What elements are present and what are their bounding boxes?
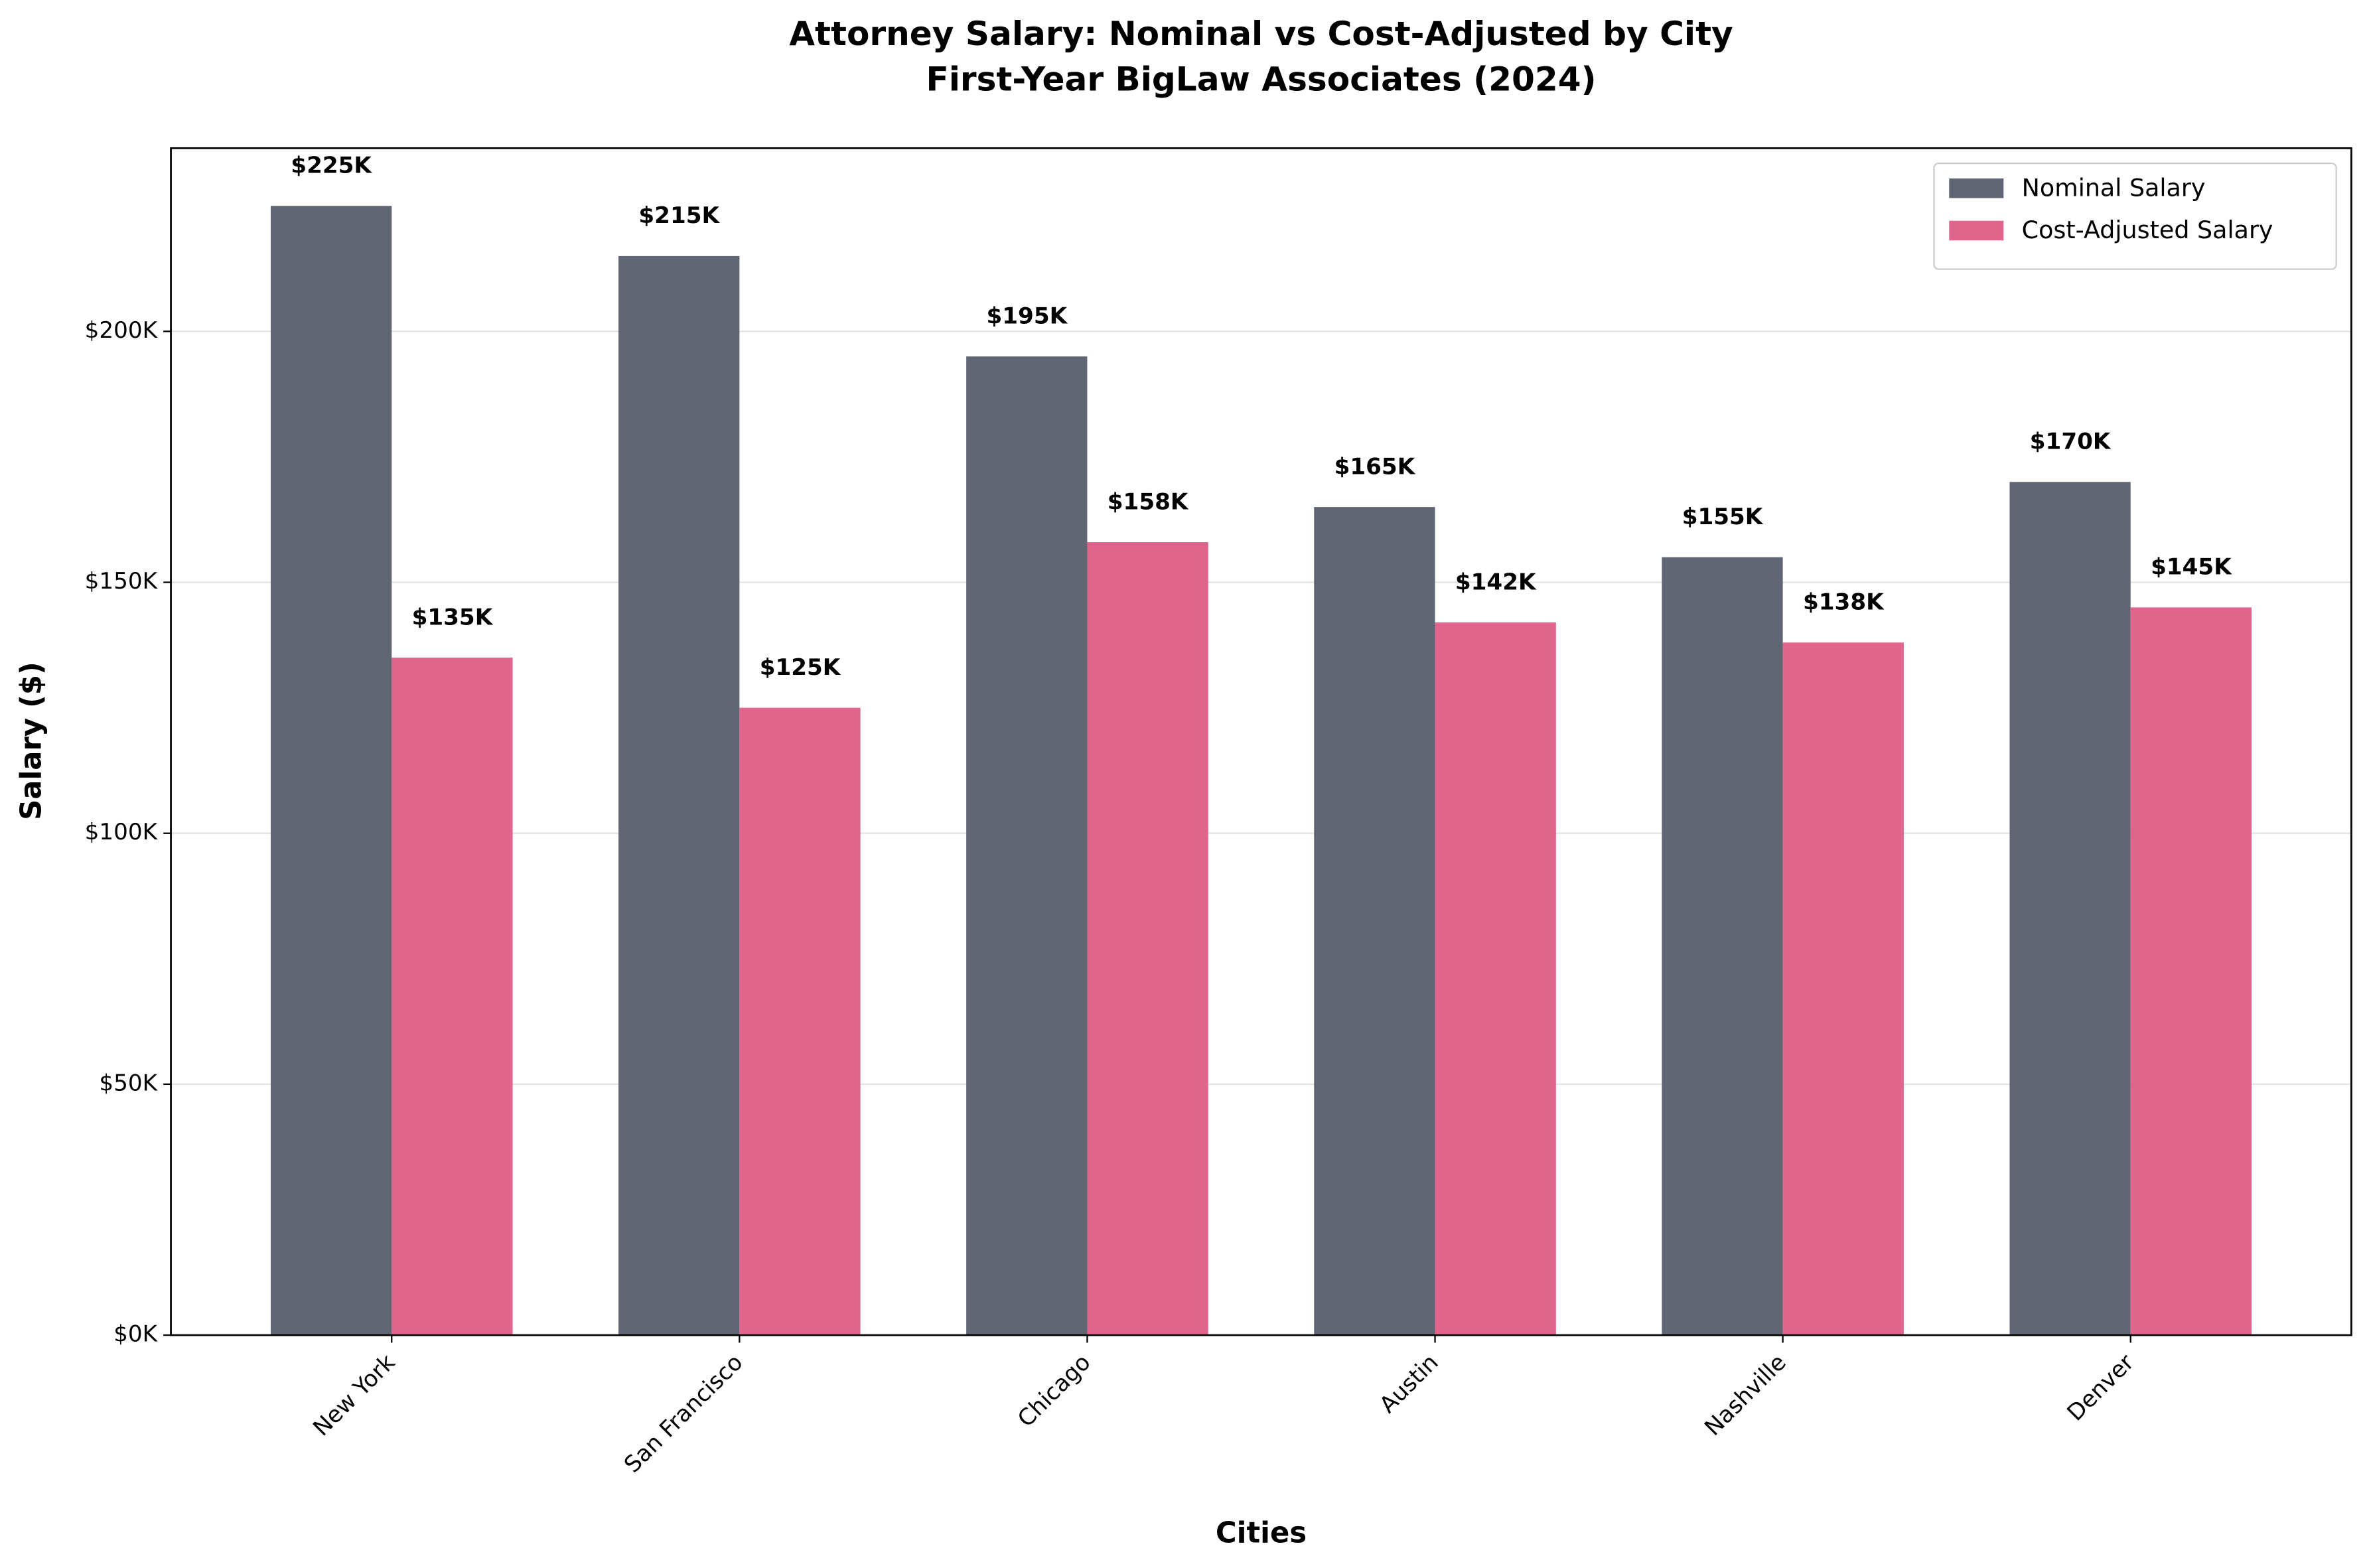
value-label: $155K	[1682, 504, 1764, 530]
bar	[1435, 622, 1556, 1336]
legend-swatch	[1949, 220, 2004, 241]
value-label: $145K	[2151, 554, 2232, 581]
y-tick-label: $200K	[85, 317, 159, 344]
bar	[1782, 642, 1904, 1336]
value-label: $125K	[760, 654, 841, 681]
bar	[966, 356, 1088, 1336]
value-label: $165K	[1334, 453, 1416, 480]
chart-subtitle: First-Year BigLaw Associates (2024)	[926, 60, 1596, 99]
value-label: $158K	[1108, 488, 1189, 515]
bar	[2009, 482, 2131, 1336]
bar	[618, 255, 740, 1336]
y-tick-label: $0K	[113, 1321, 158, 1348]
bar	[1662, 557, 1783, 1336]
legend-box	[1933, 162, 2337, 270]
x-tick-label: Chicago	[1013, 1349, 1096, 1432]
x-tick-label: San Francisco	[619, 1349, 748, 1478]
x-axis-label: Cities	[1216, 1516, 1307, 1549]
x-tick-label: Nashville	[1699, 1349, 1791, 1441]
bar	[1314, 507, 1435, 1336]
x-tick-label: Austin	[1374, 1349, 1443, 1418]
bar	[2130, 607, 2252, 1336]
value-label: $142K	[1455, 569, 1537, 595]
value-label: $170K	[2030, 429, 2112, 455]
y-tick-label: $50K	[99, 1070, 158, 1096]
value-label: $225K	[291, 153, 372, 179]
bar	[739, 707, 861, 1336]
value-label: $138K	[1803, 589, 1885, 616]
legend-label: Nominal Salary	[2022, 173, 2206, 202]
legend-swatch	[1949, 178, 2004, 198]
y-tick-label: $150K	[85, 568, 159, 595]
value-label: $135K	[412, 604, 494, 630]
bar	[392, 658, 513, 1336]
value-label: $195K	[986, 303, 1068, 329]
x-tick-label: Denver	[2062, 1349, 2140, 1427]
bar	[1087, 542, 1208, 1336]
value-label: $215K	[638, 202, 720, 229]
plot-frame	[170, 147, 2352, 1336]
y-axis-label: Salary ($)	[15, 662, 48, 820]
bar	[270, 206, 392, 1336]
x-tick-label: New York	[308, 1349, 400, 1441]
y-tick-label: $100K	[85, 819, 159, 845]
chart-title: Attorney Salary: Nominal vs Cost-Adjuste…	[789, 14, 1733, 53]
legend-label: Cost-Adjusted Salary	[2022, 216, 2273, 244]
